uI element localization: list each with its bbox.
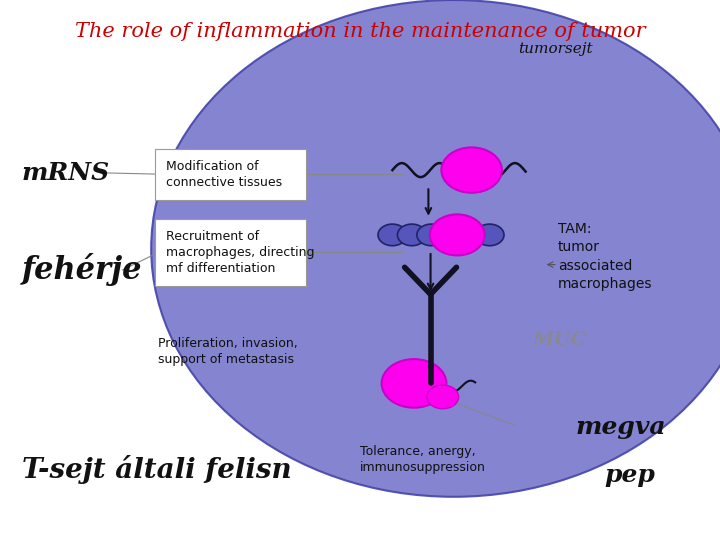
- Text: Modification of
connective tissues: Modification of connective tissues: [166, 160, 282, 188]
- FancyBboxPatch shape: [155, 148, 306, 200]
- Text: Tolerance, anergy,
immunosuppression: Tolerance, anergy, immunosuppression: [360, 446, 486, 475]
- Text: Recruitment of
macrophages, directing
mf differentiation: Recruitment of macrophages, directing mf…: [166, 230, 314, 275]
- Circle shape: [441, 147, 502, 193]
- Circle shape: [382, 359, 446, 408]
- Circle shape: [436, 224, 465, 246]
- Text: Proliferation, invasion,
support of metastasis: Proliferation, invasion, support of meta…: [158, 338, 298, 367]
- Circle shape: [417, 224, 446, 246]
- Ellipse shape: [151, 0, 720, 497]
- Circle shape: [475, 224, 504, 246]
- Circle shape: [397, 224, 426, 246]
- FancyBboxPatch shape: [155, 219, 306, 286]
- Circle shape: [456, 224, 485, 246]
- Text: T-sejt általi felisn: T-sejt általi felisn: [22, 455, 291, 484]
- Circle shape: [430, 214, 485, 255]
- Text: The role of inflammation in the maintenance of tumor: The role of inflammation in the maintena…: [75, 22, 645, 40]
- Text: mRNS: mRNS: [22, 161, 109, 185]
- Text: pep: pep: [605, 463, 656, 487]
- Text: megva: megva: [576, 415, 667, 438]
- Text: MUC: MUC: [533, 331, 587, 349]
- Text: TAM:
tumor
associated
macrophages: TAM: tumor associated macrophages: [558, 222, 652, 291]
- Text: fehérje: fehérje: [22, 253, 142, 287]
- Circle shape: [427, 385, 459, 409]
- Circle shape: [378, 224, 407, 246]
- Text: tumorsejt: tumorsejt: [518, 42, 593, 56]
